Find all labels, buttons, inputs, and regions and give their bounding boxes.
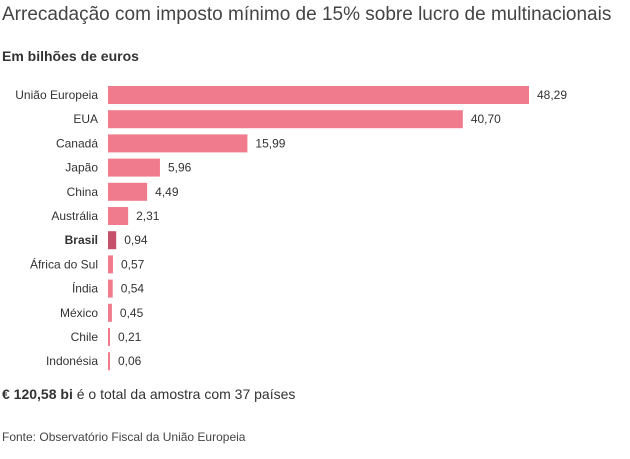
total-note: € 120,58 bi é o total da amostra com 37 … xyxy=(2,386,295,402)
bar xyxy=(108,134,248,153)
bar xyxy=(108,328,110,346)
category-label: EUA xyxy=(73,112,98,126)
value-label: 0,94 xyxy=(124,233,148,247)
source-note: Fonte: Observatório Fiscal da União Euro… xyxy=(2,430,246,444)
bars-layer: União Europeia 48,29 EUA 40,70 Canadá 15,99 Ja… xyxy=(15,86,567,371)
value-label: 40,70 xyxy=(471,112,501,126)
total-text: é o total da amostra com 37 países xyxy=(72,386,296,402)
bar xyxy=(108,207,129,225)
value-label: 15,99 xyxy=(255,136,285,150)
value-label: 4,49 xyxy=(155,185,179,199)
category-label: Brasil xyxy=(65,233,98,247)
category-label: Japão xyxy=(65,161,98,175)
chart-title: Arrecadação com imposto mínimo de 15% so… xyxy=(2,4,612,25)
bar xyxy=(108,158,160,177)
value-label: 0,45 xyxy=(120,306,144,320)
bar xyxy=(108,110,463,129)
value-label: 0,54 xyxy=(121,282,145,296)
category-label: China xyxy=(67,185,99,199)
value-label: 0,57 xyxy=(121,257,145,271)
chart-subtitle: Em bilhões de euros xyxy=(2,48,139,64)
category-label: México xyxy=(60,306,98,320)
bar xyxy=(108,182,148,201)
category-label: Indonésia xyxy=(46,354,98,368)
bar xyxy=(108,86,529,104)
category-label: África do Sul xyxy=(30,256,98,271)
bar xyxy=(108,279,113,298)
value-label: 2,31 xyxy=(136,209,160,223)
value-label: 5,96 xyxy=(168,161,192,175)
category-label: União Europeia xyxy=(15,88,98,102)
category-label: Canadá xyxy=(56,136,98,150)
category-label: Índia xyxy=(72,281,98,296)
value-label: 48,29 xyxy=(537,88,567,102)
bar xyxy=(108,352,110,371)
category-label: Chile xyxy=(71,330,99,344)
bar xyxy=(108,303,112,322)
category-label: Austrália xyxy=(51,209,98,223)
value-label: 0,06 xyxy=(118,354,142,368)
bar xyxy=(108,231,117,250)
total-value: € 120,58 bi xyxy=(2,386,73,402)
bar xyxy=(108,255,113,274)
bar-chart: União Europeia 48,29 EUA 40,70 Canadá 15,99 Ja… xyxy=(15,86,567,371)
value-label: 0,21 xyxy=(118,330,142,344)
